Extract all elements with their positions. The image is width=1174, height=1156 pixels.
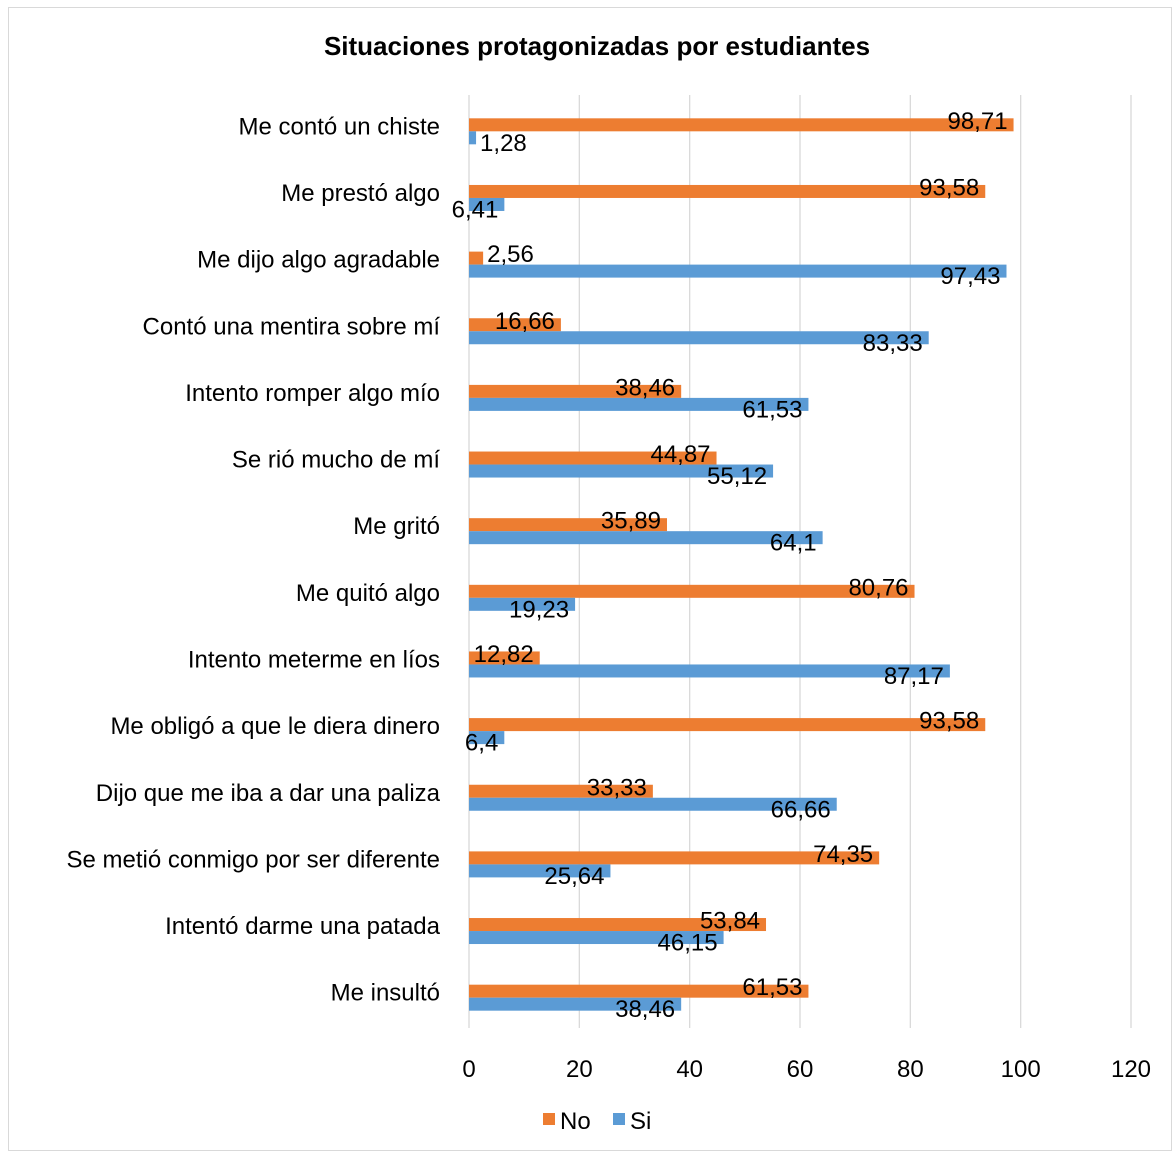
- x-axis-ticks: 0 20 40 60 80 100 120: [462, 1056, 1151, 1083]
- bar-no: [469, 518, 667, 532]
- bars: [469, 118, 1014, 1011]
- chart-title: Situaciones protagonizadas por estudiant…: [324, 31, 870, 61]
- category-label: Me dijo algo agradable: [197, 247, 440, 274]
- data-label-si: 25,64: [544, 863, 604, 890]
- category-label: Intento meterme en líos: [188, 646, 440, 673]
- bar-no: [469, 984, 809, 998]
- legend: No Si: [543, 1108, 651, 1135]
- bar-si: [469, 331, 929, 345]
- data-label-si: 64,1: [770, 530, 817, 557]
- data-labels: 98,71 1,28 93,58 6,41 2,56 97,43 16,66 83,33 38,…: [452, 108, 1008, 1023]
- category-label: Me insultó: [331, 980, 440, 1007]
- bar-si: [469, 797, 837, 811]
- bar-no: [469, 451, 717, 465]
- data-label-no: 61,53: [742, 974, 802, 1001]
- bar-si: [469, 731, 505, 745]
- data-label-no: 16,66: [495, 308, 555, 335]
- category-label: Intentó darme una patada: [165, 913, 441, 940]
- data-label-no: 12,82: [474, 641, 534, 668]
- data-label-si: 87,17: [884, 663, 944, 690]
- bar-si: [469, 931, 724, 945]
- data-label-no: 74,35: [813, 841, 873, 868]
- bar-si: [469, 531, 823, 545]
- data-label-no: 80,76: [848, 574, 908, 601]
- data-label-no: 35,89: [601, 508, 661, 535]
- bar-no: [469, 384, 682, 398]
- bar-no: [469, 118, 1014, 132]
- category-label: Me gritó: [353, 513, 440, 540]
- legend-swatch-no: [543, 1113, 555, 1125]
- x-tick-label: 20: [566, 1056, 593, 1083]
- bar-no: [469, 318, 561, 332]
- bar-si: [469, 864, 611, 878]
- data-label-no: 98,71: [947, 108, 1007, 135]
- category-label: Se metió conmigo por ser diferente: [66, 846, 440, 873]
- data-label-si: 1,28: [480, 130, 527, 157]
- legend-label-no: No: [560, 1108, 591, 1135]
- x-tick-label: 80: [897, 1056, 924, 1083]
- data-label-no: 2,56: [487, 241, 534, 268]
- data-label-si: 6,4: [465, 730, 498, 757]
- category-label: Dijo que me iba a dar una paliza: [96, 780, 441, 807]
- legend-label-si: Si: [630, 1108, 651, 1135]
- bar-no: [469, 251, 484, 265]
- x-tick-label: 60: [787, 1056, 814, 1083]
- data-label-si: 46,15: [658, 930, 718, 957]
- bar-no: [469, 718, 986, 732]
- bar-no: [469, 851, 880, 865]
- category-label: Me contó un chiste: [239, 113, 440, 140]
- data-label-si: 66,66: [771, 796, 831, 823]
- bar-no: [469, 651, 540, 665]
- bar-no: [469, 918, 767, 932]
- legend-swatch-si: [613, 1113, 625, 1125]
- data-label-no: 53,84: [700, 908, 760, 935]
- bar-si: [469, 397, 809, 411]
- bar-si: [469, 597, 576, 611]
- bar-si: [469, 264, 1007, 278]
- data-label-si: 83,33: [863, 330, 923, 357]
- data-label-si: 55,12: [707, 463, 767, 490]
- data-label-no: 93,58: [919, 708, 979, 735]
- bar-si: [469, 664, 950, 678]
- x-tick-label: 40: [676, 1056, 703, 1083]
- category-labels: Me contó un chiste Me prestó algo Me dijo …: [66, 113, 440, 1006]
- category-label: Me quitó algo: [296, 580, 440, 607]
- data-label-no: 44,87: [650, 441, 710, 468]
- bar-si: [469, 131, 477, 145]
- bar-si: [469, 197, 505, 211]
- bar-si: [469, 464, 774, 478]
- bar-no: [469, 184, 986, 198]
- category-label: Contó una mentira sobre mí: [143, 313, 441, 340]
- category-label: Se rió mucho de mí: [232, 447, 440, 474]
- category-label: Intento romper algo mío: [185, 380, 440, 407]
- data-label-si: 19,23: [509, 596, 569, 623]
- data-label-no: 93,58: [919, 174, 979, 201]
- data-label-si: 38,46: [615, 996, 675, 1023]
- data-label-si: 97,43: [940, 263, 1000, 290]
- bar-no: [469, 784, 653, 798]
- data-label-si: 6,41: [452, 196, 499, 223]
- category-label: Me obligó a que le diera dinero: [110, 713, 440, 740]
- x-tick-label: 100: [1001, 1056, 1041, 1083]
- x-tick-label: 0: [462, 1056, 475, 1083]
- data-label-si: 61,53: [742, 396, 802, 423]
- x-tick-label: 120: [1111, 1056, 1151, 1083]
- bar-no: [469, 584, 915, 598]
- bar-si: [469, 997, 682, 1011]
- data-label-no: 38,46: [615, 374, 675, 401]
- data-label-no: 33,33: [587, 774, 647, 801]
- category-label: Me prestó algo: [281, 180, 440, 207]
